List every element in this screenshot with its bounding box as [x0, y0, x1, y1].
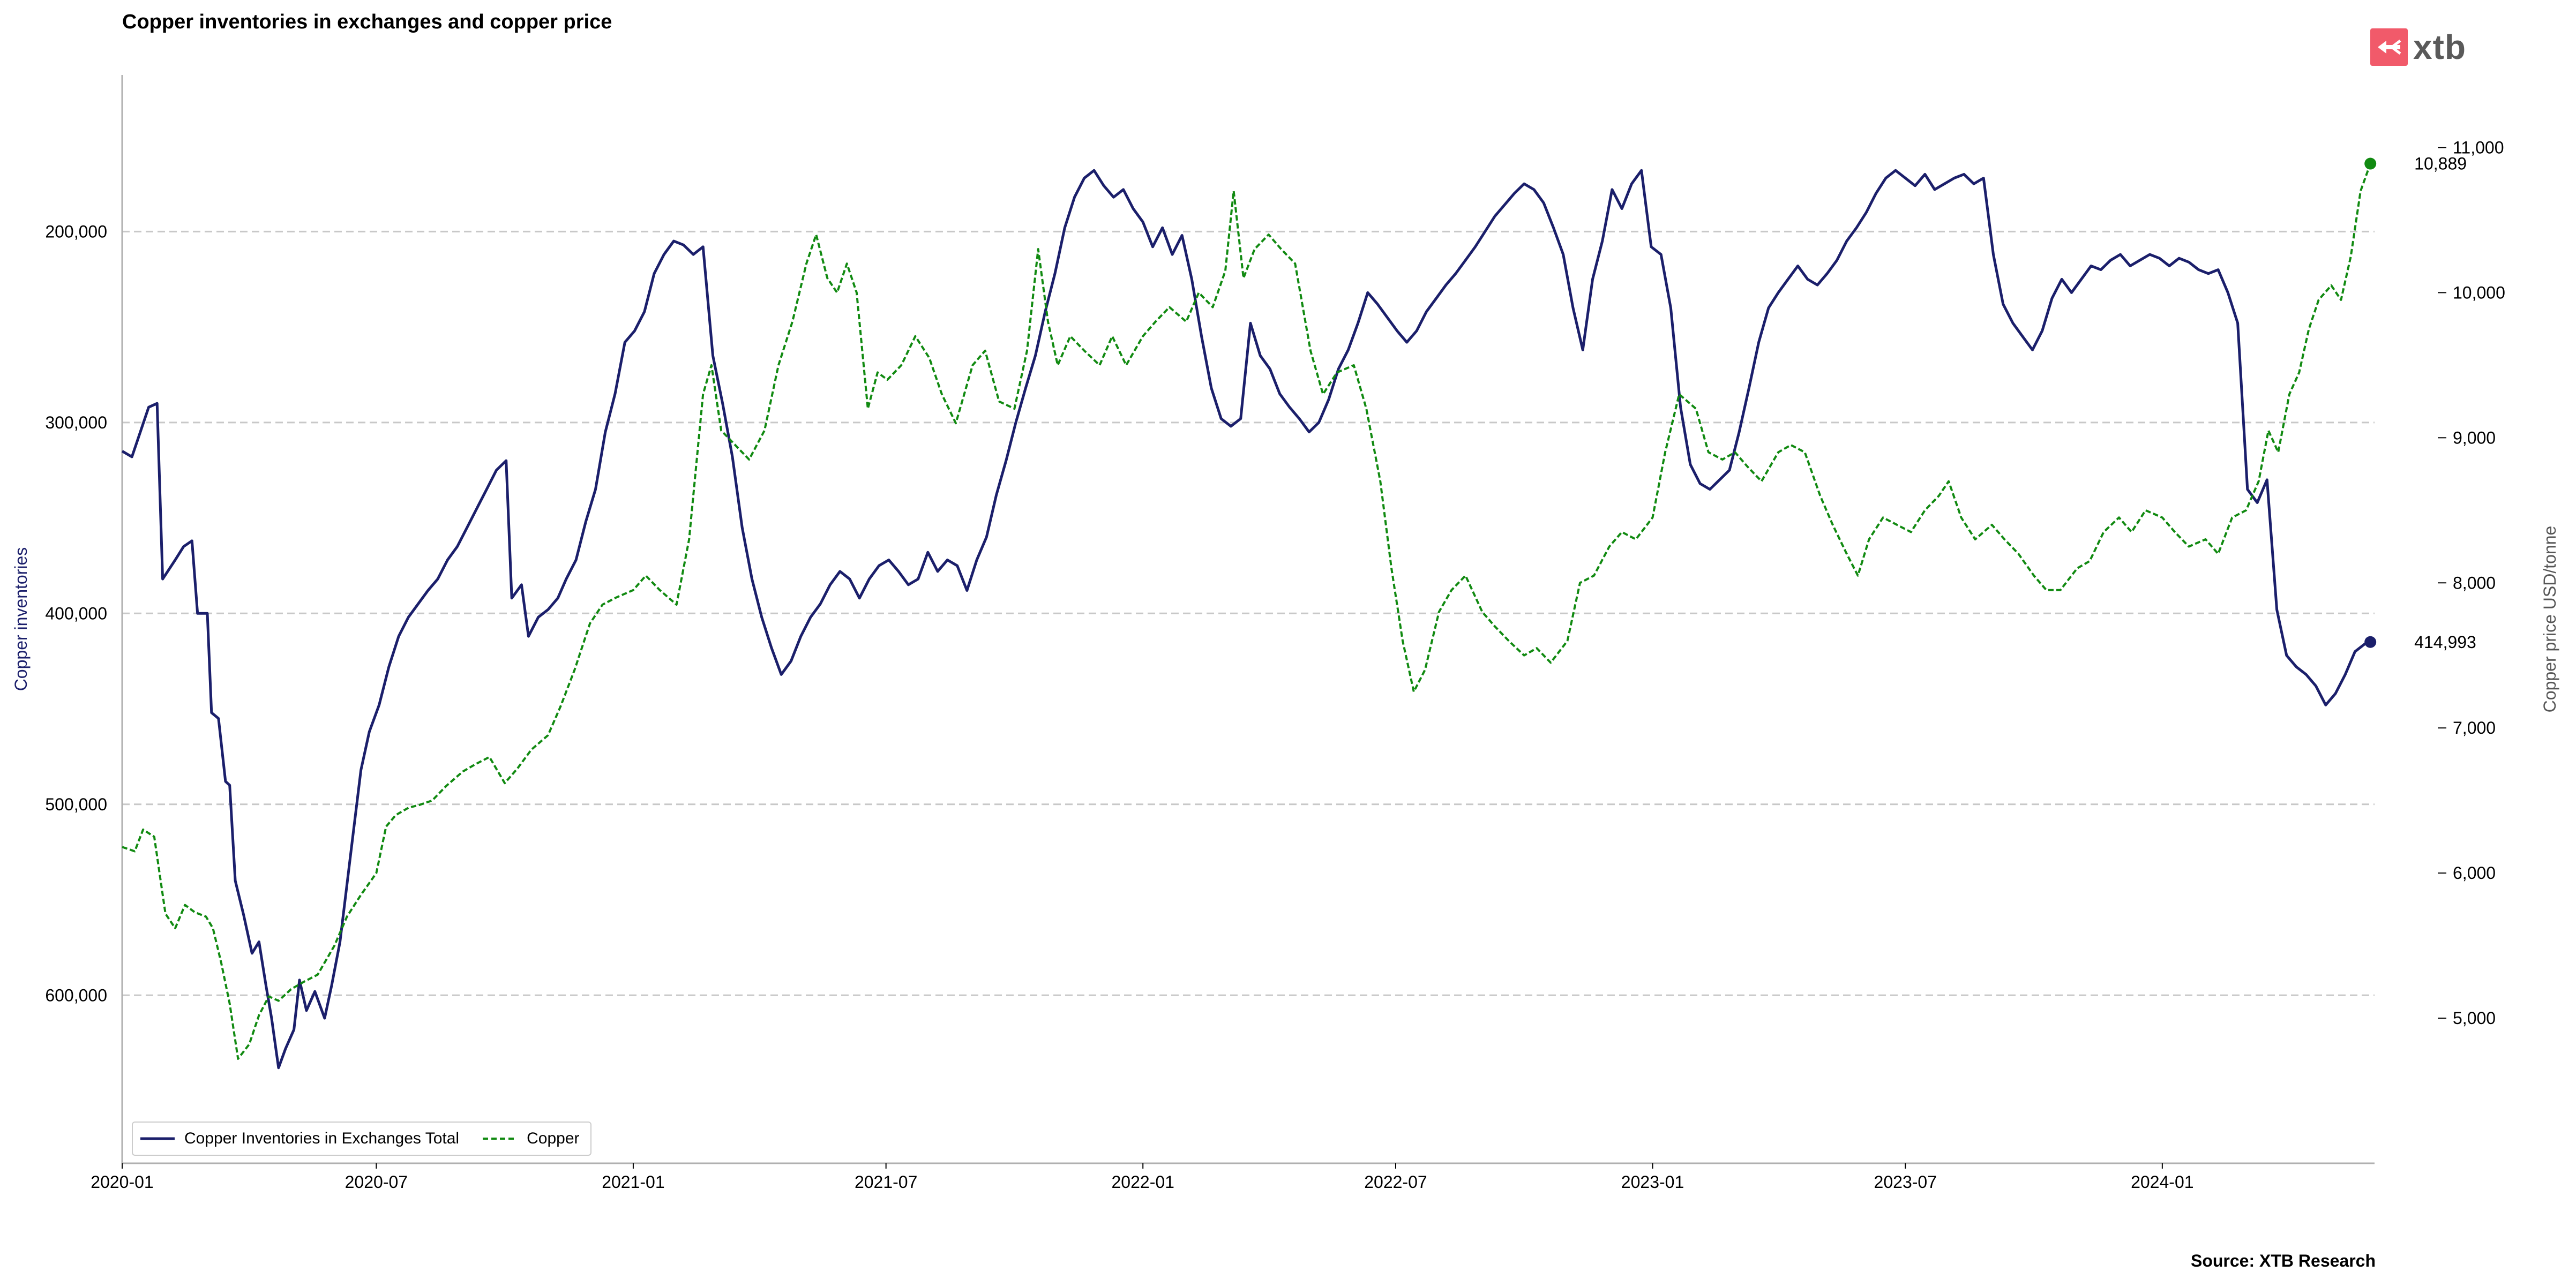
y-left-tick-label: 300,000 [45, 413, 107, 432]
chart-title: Copper inventories in exchanges and copp… [122, 11, 612, 33]
series-end-point [2364, 636, 2377, 648]
y-right-tick-label: 11,000 [2453, 138, 2504, 157]
legend-swatch-solid [140, 1137, 175, 1140]
x-tick-label: 2023-01 [1621, 1172, 1684, 1192]
series-layer: 414,993 10,889 [121, 154, 2476, 1070]
x-tick-label: 2021-07 [855, 1172, 917, 1192]
series-line-inventories [121, 169, 2371, 1070]
y-right-tick-label: 5,000 [2453, 1008, 2496, 1028]
legend-label-copper: Copper [527, 1130, 580, 1147]
series-line-copper [122, 163, 2372, 1060]
series-end-point [2364, 157, 2377, 170]
y-right-axis-label: Copper price USD/tonne [2540, 526, 2559, 713]
series-end-label: 414,993 [2414, 633, 2476, 652]
xtb-logo-icon [2370, 28, 2408, 66]
y-left-axis-label: Copper inventories [11, 547, 31, 691]
y-left-tick-label: 200,000 [45, 222, 107, 241]
axes [121, 75, 2375, 1164]
xtb-logo-text: xtb [2413, 28, 2466, 66]
y-right-tick-label: 8,000 [2453, 573, 2496, 592]
x-tick-label: 2020-01 [91, 1172, 153, 1192]
x-tick-label: 2022-07 [1364, 1172, 1427, 1192]
x-tick-label: 2021-01 [602, 1172, 664, 1192]
legend-item-inventories: Copper Inventories in Exchanges Total [140, 1130, 459, 1148]
x-tick-label: 2023-07 [1874, 1172, 1937, 1192]
series-end-label: 10,889 [2414, 154, 2467, 174]
legend-label-inventories: Copper Inventories in Exchanges Total [184, 1130, 460, 1147]
y-right-tick-label: 6,000 [2453, 863, 2496, 883]
x-tick-label: 2020-07 [345, 1172, 408, 1192]
gridlines [122, 230, 2375, 996]
xtb-logo: xtb [2370, 27, 2466, 67]
source-note: Source: XTB Research [2190, 1251, 2376, 1270]
x-tick-label: 2024-01 [2131, 1172, 2193, 1192]
y-left-tick-label: 400,000 [45, 604, 107, 623]
legend-swatch-dashed [483, 1138, 518, 1140]
y-right-tick-label: 10,000 [2453, 283, 2505, 302]
legend: Copper Inventories in Exchanges Total Co… [132, 1122, 591, 1156]
ticks: 200,000 300,000 400,000 500,000 600,000 5,000… [45, 138, 2505, 1192]
x-tick-label: 2022-01 [1112, 1172, 1174, 1192]
y-right-tick-label: 9,000 [2453, 428, 2496, 447]
y-left-tick-label: 600,000 [45, 985, 107, 1005]
y-right-tick-label: 7,000 [2453, 718, 2496, 737]
legend-item-copper: Copper [483, 1130, 580, 1148]
y-left-tick-label: 500,000 [45, 795, 107, 814]
